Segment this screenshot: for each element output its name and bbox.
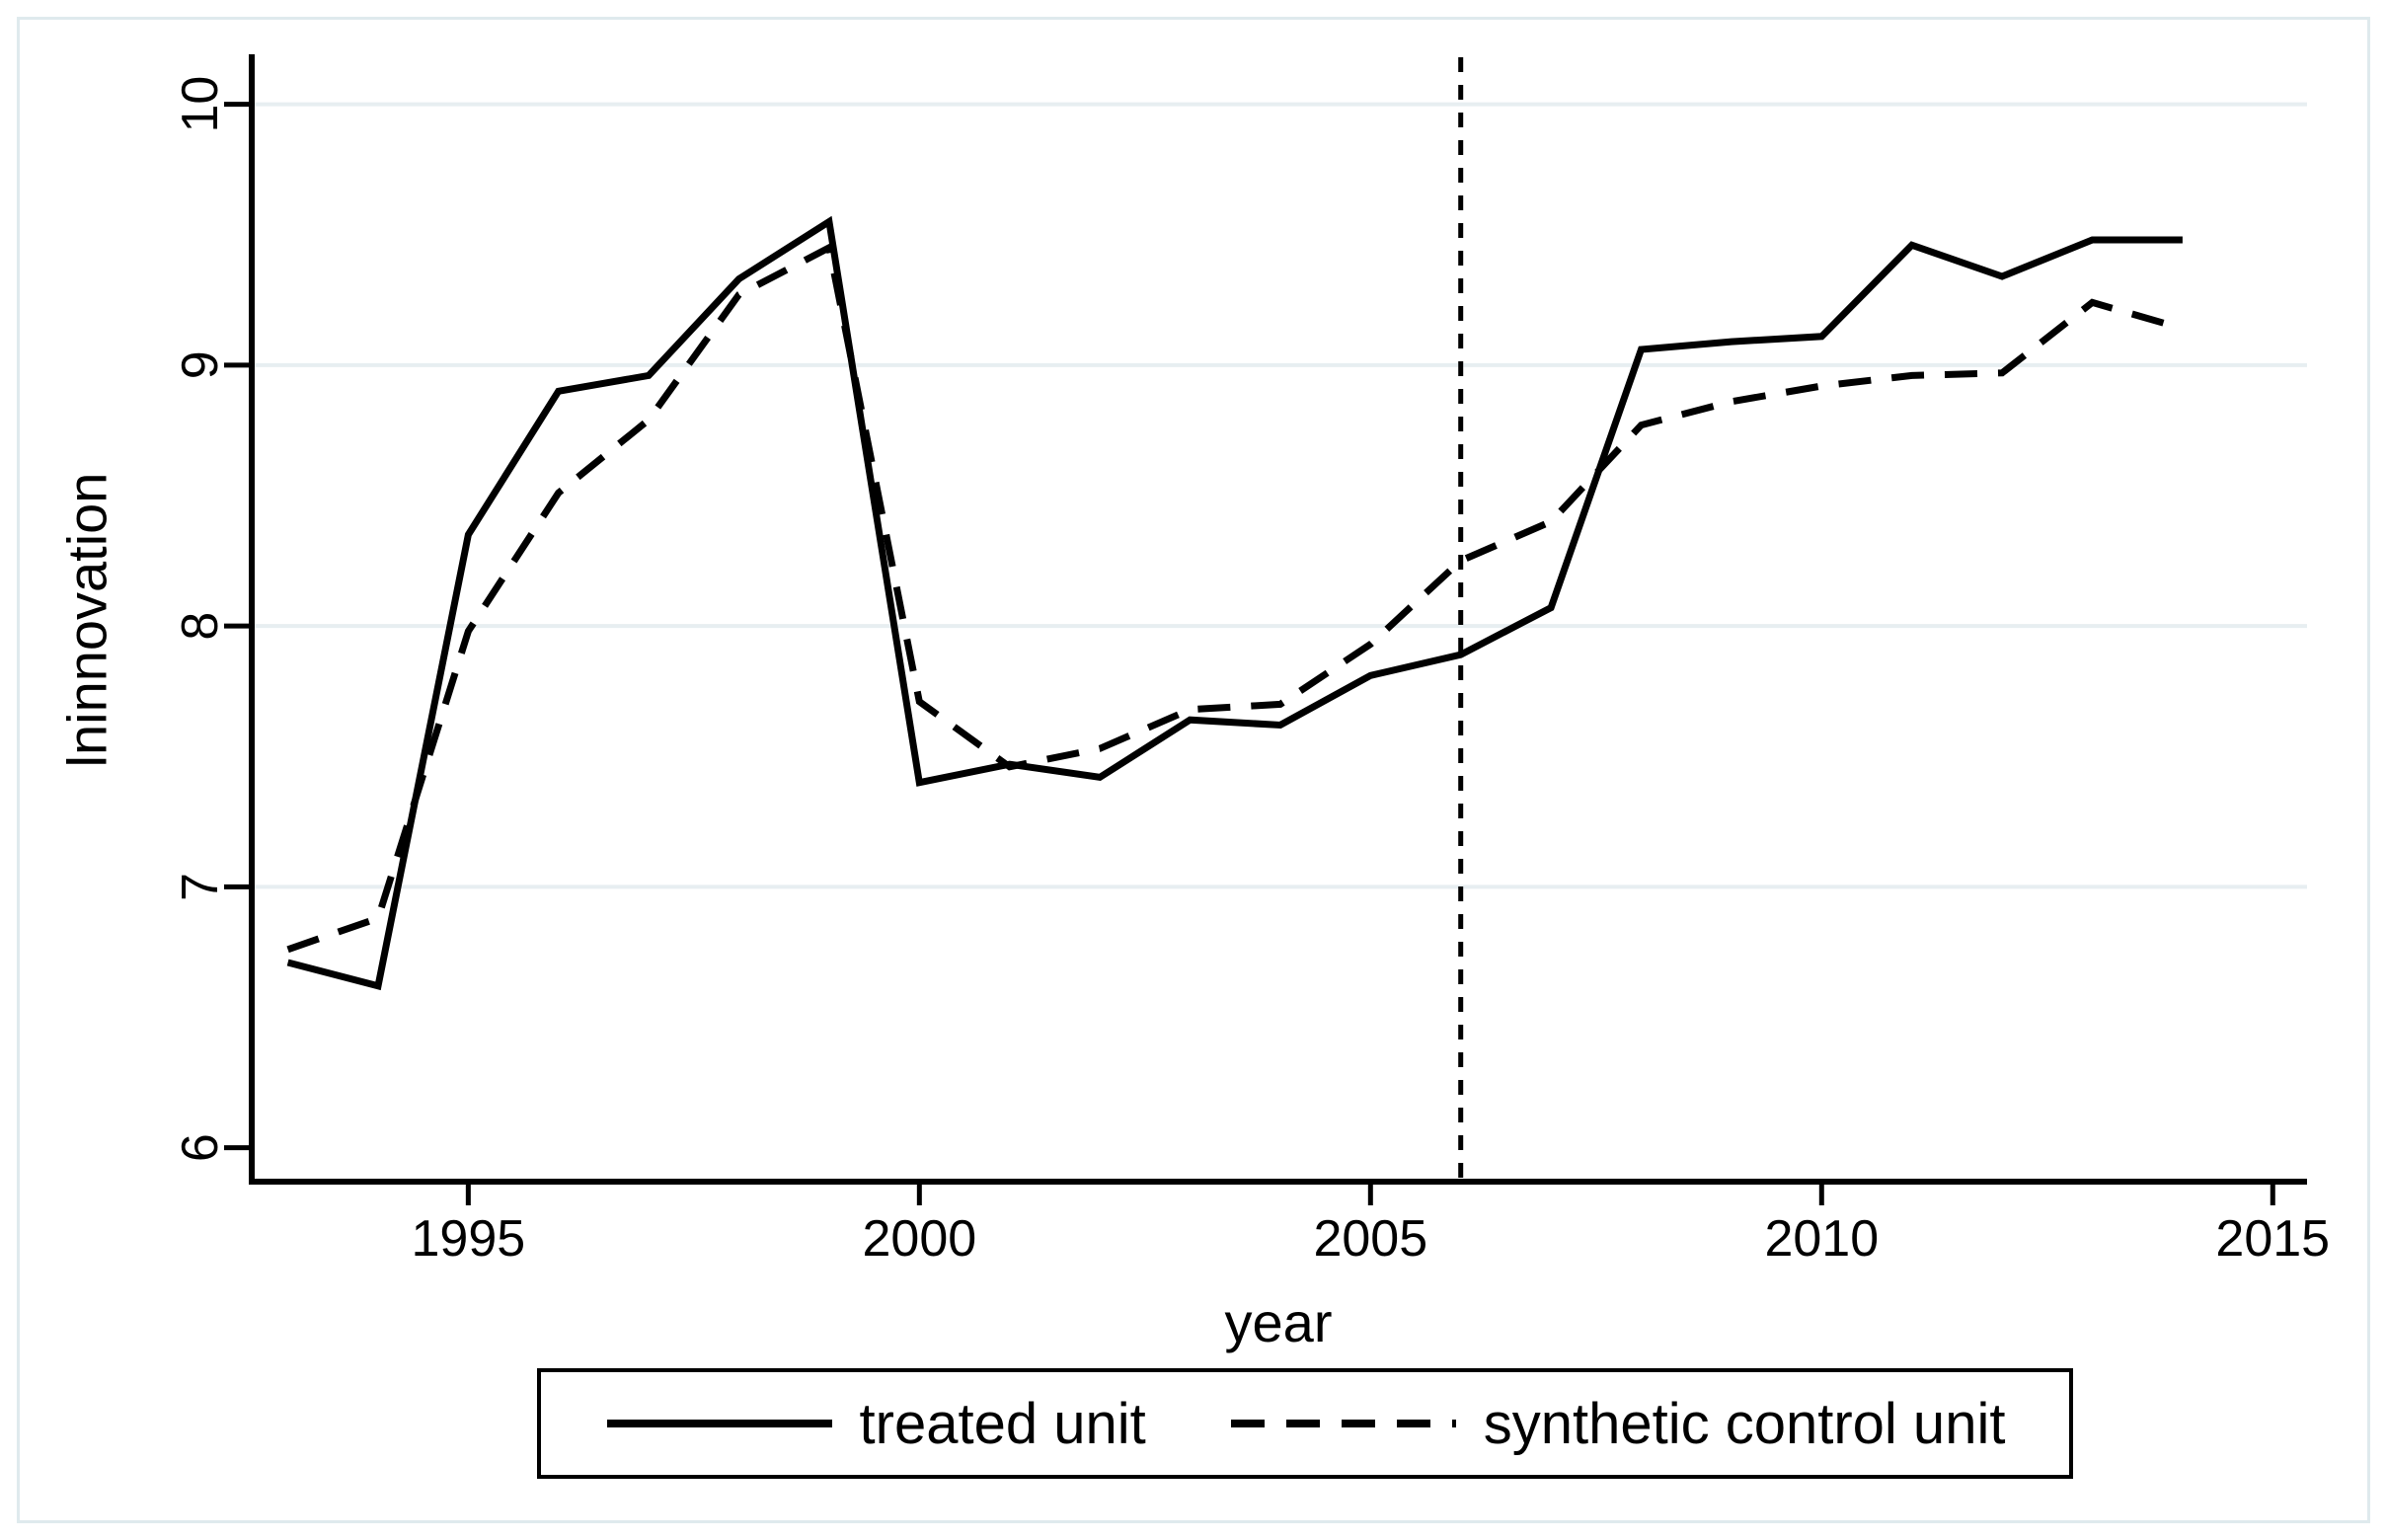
y-axis-title: lninnovation bbox=[55, 472, 118, 768]
tick-marks bbox=[224, 102, 2275, 1205]
y-tick-label: 7 bbox=[172, 873, 229, 901]
y-tick-label: 9 bbox=[172, 350, 229, 379]
y-tick-label: 8 bbox=[172, 612, 229, 641]
series-treated bbox=[286, 215, 2183, 991]
axes bbox=[249, 54, 2307, 1185]
series-synthetic bbox=[286, 242, 2184, 954]
legend-label-treated: treated unit bbox=[859, 1391, 1146, 1456]
dashed-line-icon bbox=[1230, 1420, 1456, 1427]
legend-item-synthetic: synthetic control unit bbox=[1229, 1391, 2006, 1457]
x-tick-label: 2015 bbox=[2215, 1210, 2330, 1268]
x-tick-label: 2000 bbox=[862, 1210, 976, 1268]
data-series bbox=[286, 215, 2184, 991]
legend: treated unit synthetic control unit bbox=[537, 1368, 2073, 1479]
x-tick-label: 1995 bbox=[412, 1210, 526, 1268]
x-tick-label: 2005 bbox=[1313, 1210, 1427, 1268]
x-tick-label: 2010 bbox=[1764, 1210, 1879, 1268]
tick-labels: 6 7 8 9 10 1995 2000 2005 2010 2015 bbox=[172, 76, 2330, 1268]
y-tick-label: 6 bbox=[172, 1133, 229, 1162]
gridlines bbox=[255, 102, 2307, 889]
solid-line-icon bbox=[606, 1420, 832, 1427]
legend-item-treated: treated unit bbox=[605, 1391, 1146, 1457]
x-axis-title: year bbox=[1224, 1291, 1333, 1353]
legend-label-synthetic: synthetic control unit bbox=[1483, 1391, 2006, 1456]
y-tick-label: 10 bbox=[172, 76, 229, 133]
